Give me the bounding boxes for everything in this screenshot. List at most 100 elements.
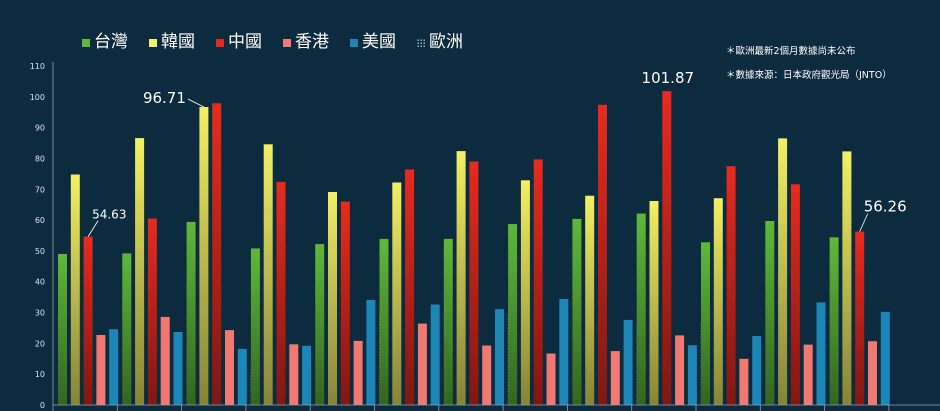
- bar-中國-11: [790, 184, 800, 405]
- bar-韓國-9: [649, 201, 659, 405]
- bar-中國-5: [405, 169, 415, 405]
- bar-香港-3: [289, 344, 299, 405]
- bar-美國-7: [559, 299, 569, 405]
- bar-中國-2: [212, 103, 222, 406]
- bars: [58, 91, 890, 406]
- bar-中國-1: [147, 218, 157, 405]
- bar-香港-8: [610, 351, 620, 405]
- bar-中國-10: [726, 166, 736, 405]
- y-axis: 0 10 20 30 40 50 60 70 80 90 100 110: [30, 62, 54, 410]
- legend-swatch-香港: [283, 39, 291, 47]
- y-tick-label: 50: [35, 247, 45, 256]
- bar-台灣-11: [765, 221, 775, 405]
- callout-leader: [87, 220, 99, 237]
- bar-韓國-0: [70, 174, 80, 405]
- bar-美國-6: [495, 309, 504, 405]
- bar-韓國-2: [199, 107, 209, 405]
- callout-label: 96.71: [143, 89, 186, 107]
- bar-中國-9: [662, 91, 672, 405]
- legend-swatch-歐洲: [417, 39, 425, 47]
- legend-label-台灣: 台灣: [94, 32, 128, 52]
- callout-leader: [187, 98, 205, 108]
- callout-label: 54.63: [92, 208, 126, 222]
- note-text: ＊數據來源：日本政府觀光局（JNTO）: [726, 69, 892, 81]
- bar-中國-6: [469, 161, 479, 405]
- y-tick-label: 0: [40, 401, 45, 410]
- bar-美國-1: [173, 332, 183, 405]
- bar-香港-4: [353, 340, 363, 405]
- bar-台灣-2: [186, 221, 196, 405]
- y-tick-label: 110: [30, 62, 45, 71]
- legend-label-歐洲: 歐洲: [429, 32, 463, 52]
- legend-swatch-中國: [216, 39, 224, 47]
- bar-台灣-4: [315, 244, 325, 405]
- bar-韓國-7: [520, 180, 530, 405]
- bar-中國-7: [533, 159, 543, 405]
- bar-台灣-6: [443, 238, 453, 405]
- bar-台灣-0: [58, 254, 67, 405]
- legend-label-香港: 香港: [295, 32, 329, 52]
- bar-韓國-5: [392, 182, 402, 405]
- bar-香港-9: [675, 335, 685, 405]
- bar-中國-12: [855, 231, 865, 405]
- bar-台灣-5: [379, 238, 389, 405]
- bar-韓國-1: [135, 138, 145, 405]
- bar-韓國-12: [842, 151, 852, 405]
- bar-台灣-3: [250, 248, 260, 405]
- bar-香港-1: [160, 316, 170, 405]
- y-tick-label: 90: [35, 124, 45, 133]
- callout-label: 56.26: [864, 198, 907, 216]
- bar-韓國-6: [456, 151, 466, 405]
- bar-韓國-10: [713, 198, 723, 405]
- note-text: ＊歐洲最新2個月數據尚未公布: [726, 45, 856, 57]
- bar-香港-0: [96, 335, 106, 405]
- bar-美國-5: [430, 304, 440, 405]
- callouts: 54.63 96.71 101.87 56.26: [87, 69, 907, 237]
- bar-台灣-8: [572, 218, 582, 405]
- bar-台灣-9: [636, 213, 646, 405]
- x-axis: [52, 404, 940, 411]
- bar-台灣-1: [122, 253, 132, 405]
- bar-美國-10: [752, 336, 762, 405]
- bar-香港-11: [803, 344, 813, 405]
- bar-韓國-3: [263, 144, 273, 406]
- y-tick-label: 70: [35, 185, 45, 194]
- bar-中國-0: [83, 236, 93, 405]
- y-tick-label: 20: [35, 339, 45, 348]
- bar-香港-2: [225, 330, 234, 405]
- bar-美國-4: [366, 299, 376, 405]
- bar-美國-8: [623, 319, 633, 405]
- bar-中國-3: [276, 181, 286, 405]
- legend-swatch-美國: [350, 39, 358, 47]
- bar-台灣-10: [701, 242, 710, 405]
- bar-香港-5: [417, 323, 427, 405]
- bar-美國-12: [880, 311, 890, 405]
- bar-美國-9: [687, 345, 697, 405]
- y-tick-label: 10: [35, 370, 45, 379]
- bar-香港-10: [739, 358, 749, 405]
- bar-韓國-11: [778, 138, 788, 405]
- y-tick-label: 60: [35, 216, 45, 225]
- legend-label-韓國: 韓國: [161, 32, 195, 52]
- y-tick-label: 40: [35, 278, 45, 287]
- y-tick-label: 100: [30, 93, 45, 102]
- bar-美國-11: [816, 302, 826, 405]
- legend: 台灣 韓國 中國 香港 美國 歐洲: [82, 32, 463, 52]
- y-tick-label: 80: [35, 154, 45, 163]
- bar-香港-6: [482, 345, 492, 405]
- legend-swatch-台灣: [82, 39, 90, 47]
- bar-美國-3: [302, 345, 312, 405]
- bar-香港-7: [546, 353, 556, 405]
- bar-中國-8: [598, 104, 607, 406]
- bar-香港-12: [868, 341, 877, 405]
- legend-label-中國: 中國: [228, 32, 262, 52]
- bar-美國-0: [109, 329, 119, 405]
- bar-美國-2: [237, 348, 247, 405]
- bar-韓國-8: [585, 195, 595, 405]
- callout-label: 101.87: [642, 69, 695, 87]
- bar-台灣-7: [508, 224, 518, 405]
- bar-台灣-12: [829, 237, 839, 405]
- notes: ＊歐洲最新2個月數據尚未公布 ＊數據來源：日本政府觀光局（JNTO）: [726, 45, 892, 81]
- legend-swatch-韓國: [149, 39, 157, 47]
